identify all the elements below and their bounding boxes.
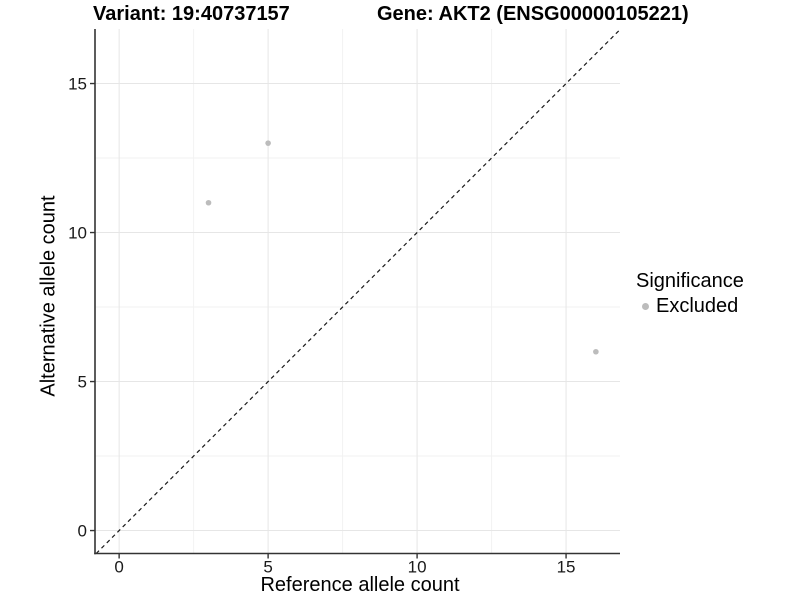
y-tick-label: 10 [68,224,87,243]
legend-item-excluded: Excluded [636,295,744,317]
y-tick-label: 5 [78,373,87,392]
identity-reference-line [95,29,621,554]
y-tick-label: 15 [68,75,87,94]
data-point [265,140,271,146]
x-tick-label: 15 [557,558,576,577]
x-axis-label: Reference allele count [260,574,460,596]
y-axis-label: Alternative allele count [37,195,60,397]
y-tick-label: 0 [78,522,87,541]
x-tick-label: 0 [114,558,123,577]
legend-title: Significance [636,270,744,292]
excluded-point-icon [642,302,649,310]
plot-title-gene: Gene: AKT2 (ENSG00000105221) [377,3,689,25]
legend: Significance Excluded [636,269,744,317]
legend-item-label: Excluded [656,295,739,317]
x-tick-label: 10 [408,558,427,577]
data-point [205,199,212,206]
plot-title-variant: Variant: 19:40737157 [93,3,290,25]
x-tick-label: 5 [263,558,272,577]
data-point [593,348,599,355]
